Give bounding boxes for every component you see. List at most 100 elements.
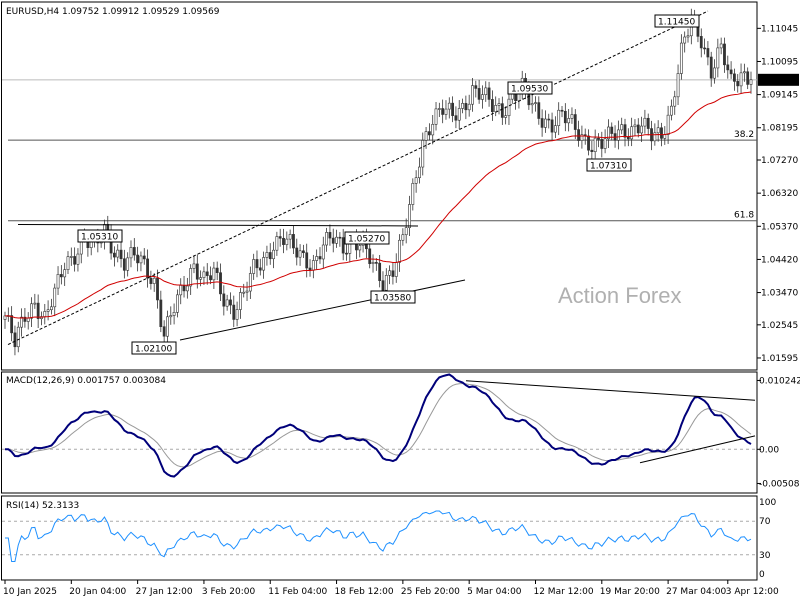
candle-body — [3, 315, 7, 320]
candle-body — [166, 316, 169, 337]
rsi-tick-label: 100 — [759, 498, 776, 508]
candle-body — [388, 270, 392, 276]
candle-body — [514, 93, 517, 102]
candle-body — [209, 275, 212, 281]
candle-body — [331, 237, 335, 244]
candle-body — [673, 96, 677, 107]
candle-body — [706, 48, 710, 58]
rsi-tick-label: 0 — [759, 570, 765, 580]
candle-body — [381, 280, 385, 291]
candle-body — [199, 277, 203, 280]
candle-body — [441, 108, 445, 115]
candle-body — [504, 115, 508, 118]
candle-body — [610, 126, 614, 134]
candle-body — [146, 258, 149, 279]
time-tick-label: 11 Feb 04:00 — [268, 587, 327, 597]
candle-body — [116, 249, 120, 258]
candle-body — [461, 103, 464, 109]
candle-body — [136, 254, 140, 264]
candle-body — [328, 232, 332, 239]
candle-body — [358, 245, 362, 251]
candle-body — [494, 105, 498, 113]
price-tick-label: 1.06320 — [761, 189, 798, 199]
price-annotation-box — [370, 290, 416, 304]
candle-body — [272, 249, 275, 260]
candle-body — [656, 127, 660, 134]
candle-body — [292, 234, 295, 249]
candle-body — [232, 304, 236, 320]
candle-body — [421, 140, 425, 168]
candle-body — [723, 43, 726, 66]
price-annotation-box — [344, 231, 390, 245]
candle-body — [563, 110, 567, 124]
candle-body — [699, 36, 703, 49]
candle-body — [544, 118, 547, 128]
candle-body — [746, 71, 750, 85]
candle-body — [709, 56, 713, 79]
candle-body — [235, 309, 239, 320]
candle-body — [132, 247, 136, 256]
candle-body — [590, 149, 594, 152]
candle-body — [229, 299, 232, 306]
price-annotation-box — [586, 158, 632, 172]
candle-body — [162, 326, 166, 337]
price-tick-label: 1.08195 — [761, 124, 798, 134]
candle-body — [152, 277, 156, 284]
price-tick-label: 1.02545 — [761, 321, 798, 331]
candle-body — [434, 108, 438, 125]
candle-body — [26, 317, 30, 322]
candle-body — [126, 257, 130, 271]
candle-body — [10, 315, 14, 334]
current-price-marker — [758, 73, 799, 86]
candle-body — [530, 103, 534, 106]
candle-body — [242, 291, 246, 294]
price-tick-label: 1.07270 — [761, 156, 798, 166]
candle-body — [454, 115, 458, 121]
candle-body — [275, 236, 279, 251]
candle-body — [749, 79, 753, 85]
candle-body — [258, 267, 262, 271]
time-axis: 10 Jan 2025 20 Jan 04:00 27 Jan 12:00 3 Feb… — [3, 580, 779, 597]
candle-body — [451, 102, 455, 116]
rsi-tick-label: 70 — [759, 517, 771, 527]
watermark: Action Forex — [558, 283, 682, 308]
macd-title: MACD(12,26,9) 0.001757 0.003084 — [6, 376, 166, 386]
time-tick-label: 27 Jan 12:00 — [136, 587, 193, 597]
candle-body — [537, 102, 541, 119]
candle-body — [311, 260, 315, 271]
candle-body — [500, 103, 504, 118]
candle-body — [222, 293, 226, 307]
price-annotation-label: 1.03580 — [374, 294, 411, 304]
candle-body — [733, 73, 736, 82]
candle-body — [663, 134, 667, 139]
time-tick-label: 12 Mar 12:00 — [533, 587, 593, 597]
candle-body — [703, 47, 706, 50]
candle-body — [507, 98, 511, 117]
candle-body — [239, 292, 242, 310]
candle-body — [149, 277, 153, 284]
candle-body — [457, 108, 461, 121]
candle-body — [477, 88, 481, 100]
candle-body — [185, 285, 189, 292]
time-tick-label: 20 Jan 04:00 — [69, 587, 126, 597]
candle-body — [384, 275, 388, 291]
candle-body — [464, 103, 468, 111]
time-tick-label: 5 Mar 04:00 — [467, 587, 522, 597]
candle-body — [345, 252, 348, 255]
candle-body — [142, 255, 146, 260]
candle-body — [487, 87, 491, 100]
price-annotation-label: 1.05310 — [81, 233, 118, 243]
candle-body — [424, 131, 428, 141]
candle-body — [394, 262, 398, 277]
macd-tick-label: 0.00 — [759, 445, 779, 455]
candle-body — [670, 105, 673, 116]
price-annotation-label: 1.07310 — [590, 162, 627, 172]
candle-body — [683, 36, 687, 44]
time-tick-label: 18 Feb 12:00 — [335, 587, 394, 597]
candle-body — [69, 256, 73, 258]
candle-body — [301, 250, 305, 254]
price-tick-label: 1.03470 — [761, 289, 798, 299]
candle-body — [411, 183, 415, 205]
price-tick-label: 1.10095 — [761, 57, 798, 67]
candle-body — [288, 234, 292, 240]
